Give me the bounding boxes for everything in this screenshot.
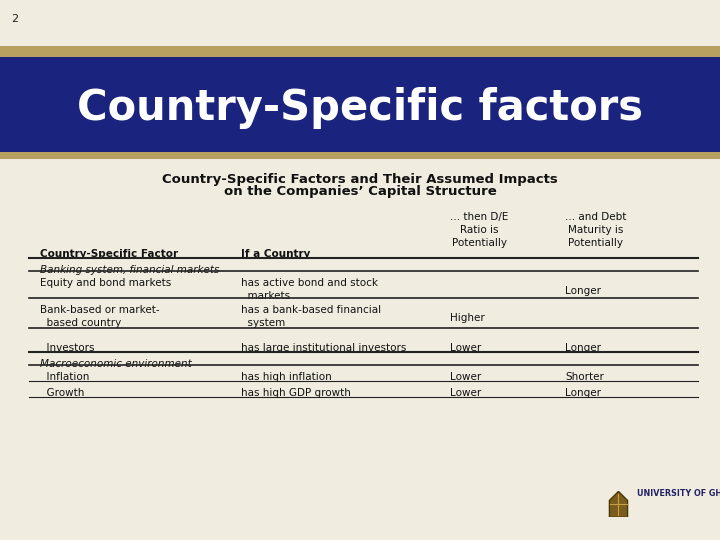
Text: Country-Specific factors: Country-Specific factors <box>77 87 643 129</box>
Text: Banking system, financial markets: Banking system, financial markets <box>40 265 219 275</box>
Text: Lower: Lower <box>450 372 481 382</box>
Text: has active bond and stock
  markets: has active bond and stock markets <box>241 278 378 301</box>
Text: Lower: Lower <box>450 388 481 398</box>
Text: Country-Specific Factor: Country-Specific Factor <box>40 249 178 260</box>
Text: ... and Debt
Maturity is
Potentially: ... and Debt Maturity is Potentially <box>565 212 626 248</box>
Text: on the Companies’ Capital Structure: on the Companies’ Capital Structure <box>224 185 496 198</box>
Polygon shape <box>609 491 628 517</box>
Text: has a bank-based financial
  system: has a bank-based financial system <box>241 305 382 328</box>
Text: Shorter: Shorter <box>565 372 604 382</box>
Text: Higher: Higher <box>450 313 485 323</box>
Text: Lower: Lower <box>450 343 481 353</box>
Text: Macroeconomic environment: Macroeconomic environment <box>40 359 192 369</box>
Text: Inflation: Inflation <box>40 372 89 382</box>
Text: Investors: Investors <box>40 343 94 353</box>
Text: If a Country: If a Country <box>241 249 310 260</box>
Bar <box>0 152 720 159</box>
Text: Bank-based or market-
  based country: Bank-based or market- based country <box>40 305 159 328</box>
Bar <box>0 57 720 154</box>
Text: has high inflation: has high inflation <box>241 372 332 382</box>
Text: UNIVERSITY OF GHANA: UNIVERSITY OF GHANA <box>637 489 720 498</box>
Text: Country-Specific Factors and Their Assumed Impacts: Country-Specific Factors and Their Assum… <box>162 173 558 186</box>
Text: Growth: Growth <box>40 388 84 398</box>
Bar <box>0 46 720 57</box>
Text: ... then D/E
Ratio is
Potentially: ... then D/E Ratio is Potentially <box>450 212 508 248</box>
Text: 2: 2 <box>11 14 18 24</box>
Text: Longer: Longer <box>565 343 601 353</box>
Text: has large institutional investors: has large institutional investors <box>241 343 407 353</box>
Text: Longer: Longer <box>565 388 601 398</box>
Text: Longer: Longer <box>565 286 601 296</box>
Text: has high GDP growth: has high GDP growth <box>241 388 351 398</box>
Text: Equity and bond markets: Equity and bond markets <box>40 278 171 288</box>
